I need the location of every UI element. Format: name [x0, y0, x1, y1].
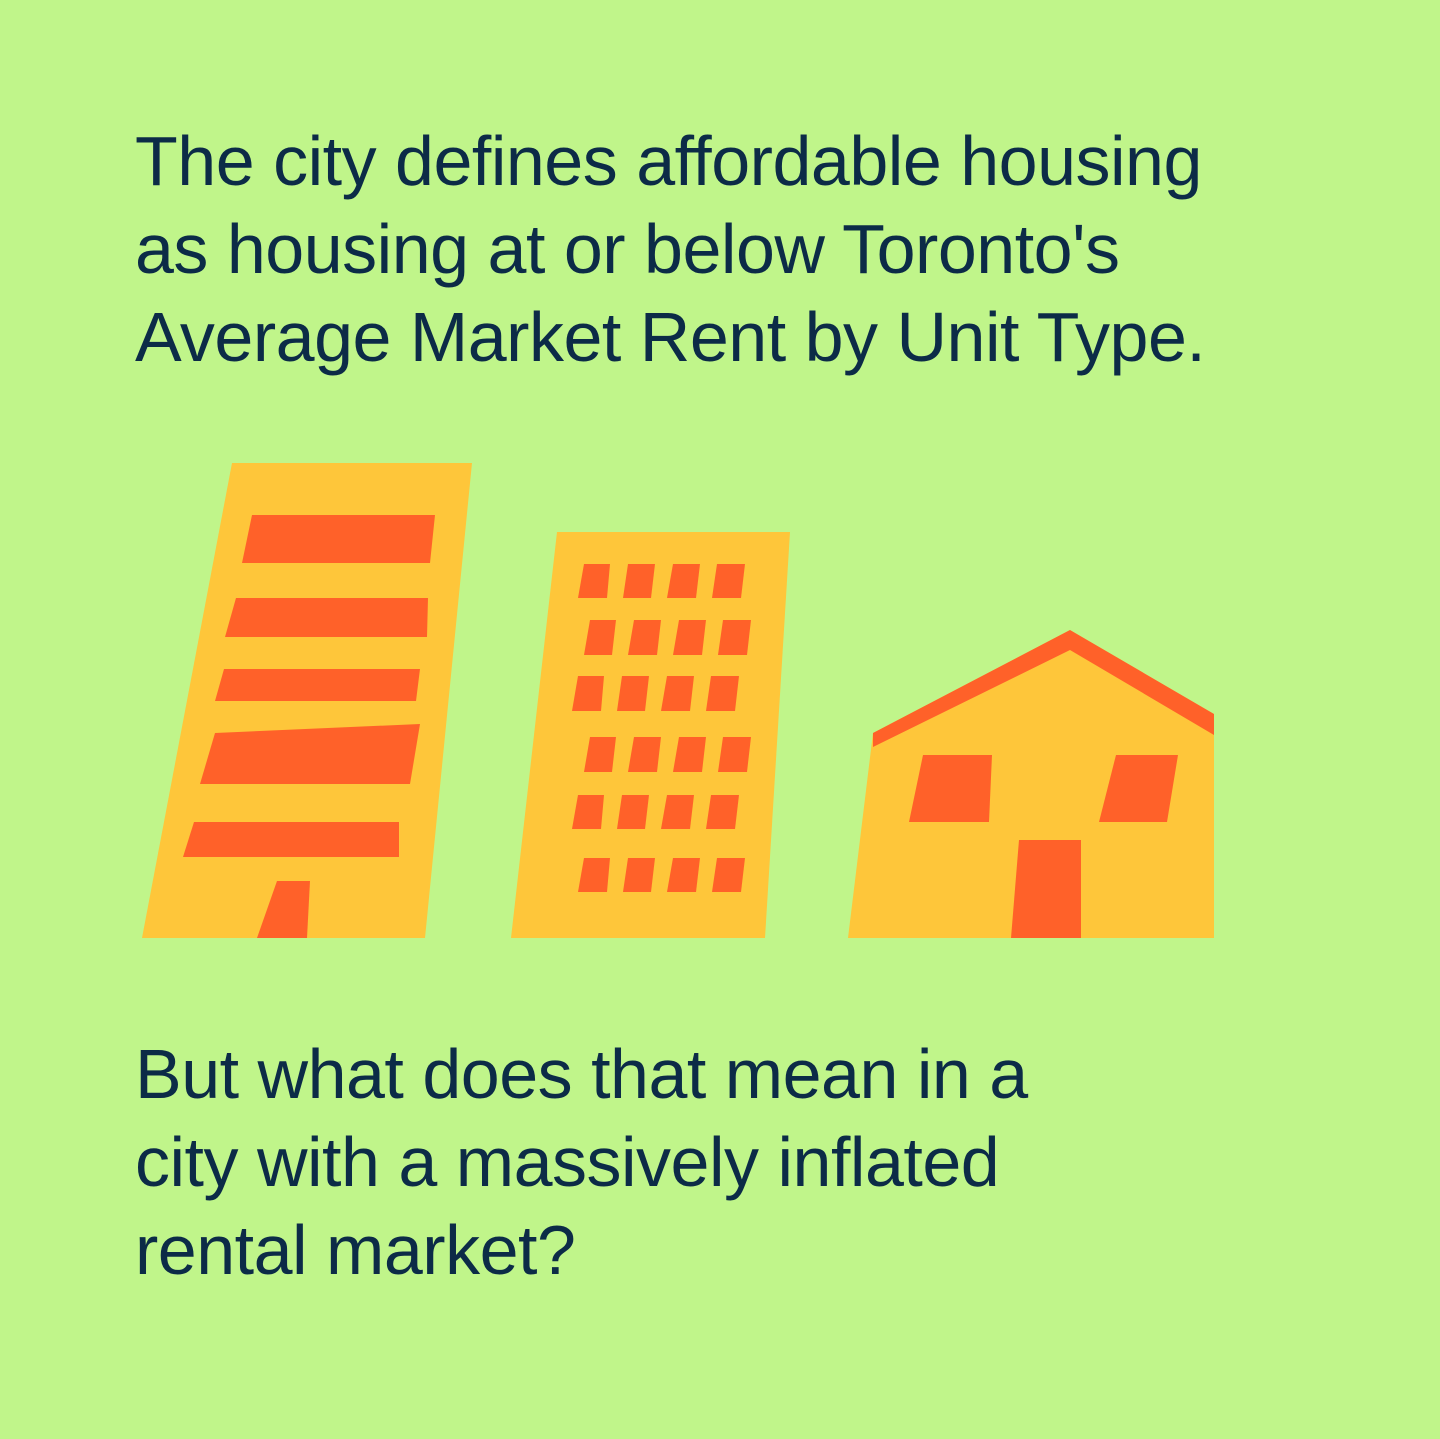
apartment-window — [623, 858, 655, 892]
question-line-1: But what does that mean in a — [135, 1035, 1028, 1113]
house-window-left — [909, 755, 992, 822]
apartment-window — [578, 564, 610, 598]
apartment-window — [667, 564, 700, 598]
house-icon — [848, 630, 1214, 938]
apartment-window — [628, 737, 661, 772]
apartment-window — [572, 676, 604, 711]
apartment-window — [706, 676, 739, 711]
apartment-window — [673, 737, 706, 772]
tall-building-window-band-2 — [225, 598, 428, 637]
tall-building-door — [257, 881, 310, 938]
tall-building-window-band-4 — [200, 724, 420, 784]
apartment-windows — [572, 564, 751, 892]
apartment-window — [661, 795, 694, 829]
apartment-window — [712, 564, 745, 598]
intro-line-1: The city defines affordable housing — [135, 122, 1202, 200]
tall-building-window-band-1 — [242, 515, 435, 563]
house-window-right — [1099, 755, 1178, 822]
apartment-window — [718, 620, 751, 655]
apartment-window — [617, 676, 649, 711]
apartment-window — [712, 858, 745, 892]
apartment-window — [578, 858, 610, 892]
apartment-building-icon — [511, 532, 790, 938]
intro-heading: The city defines affordable housing as h… — [135, 117, 1405, 381]
apartment-window — [718, 737, 751, 772]
intro-line-3: Average Market Rent by Unit Type. — [135, 298, 1206, 376]
apartment-window — [623, 564, 655, 598]
tall-building-window-band-3 — [215, 669, 420, 701]
apartment-window — [572, 795, 604, 829]
intro-line-2: as housing at or below Toronto's — [135, 210, 1120, 288]
apartment-window — [617, 795, 649, 829]
house-roof — [873, 630, 1214, 747]
question-heading: But what does that mean in a city with a… — [135, 1030, 1185, 1294]
tall-building-window-band-5 — [183, 822, 399, 857]
question-line-2: city with a massively inflated — [135, 1123, 1000, 1201]
apartment-window — [584, 737, 616, 772]
apartment-window — [628, 620, 661, 655]
apartment-building-body — [511, 532, 790, 938]
house-door — [1011, 840, 1081, 938]
question-line-3: rental market? — [135, 1211, 576, 1289]
tall-building-icon — [142, 463, 472, 938]
apartment-window — [584, 620, 616, 655]
apartment-window — [706, 795, 739, 829]
apartment-window — [661, 676, 694, 711]
apartment-window — [673, 620, 706, 655]
apartment-window — [667, 858, 700, 892]
